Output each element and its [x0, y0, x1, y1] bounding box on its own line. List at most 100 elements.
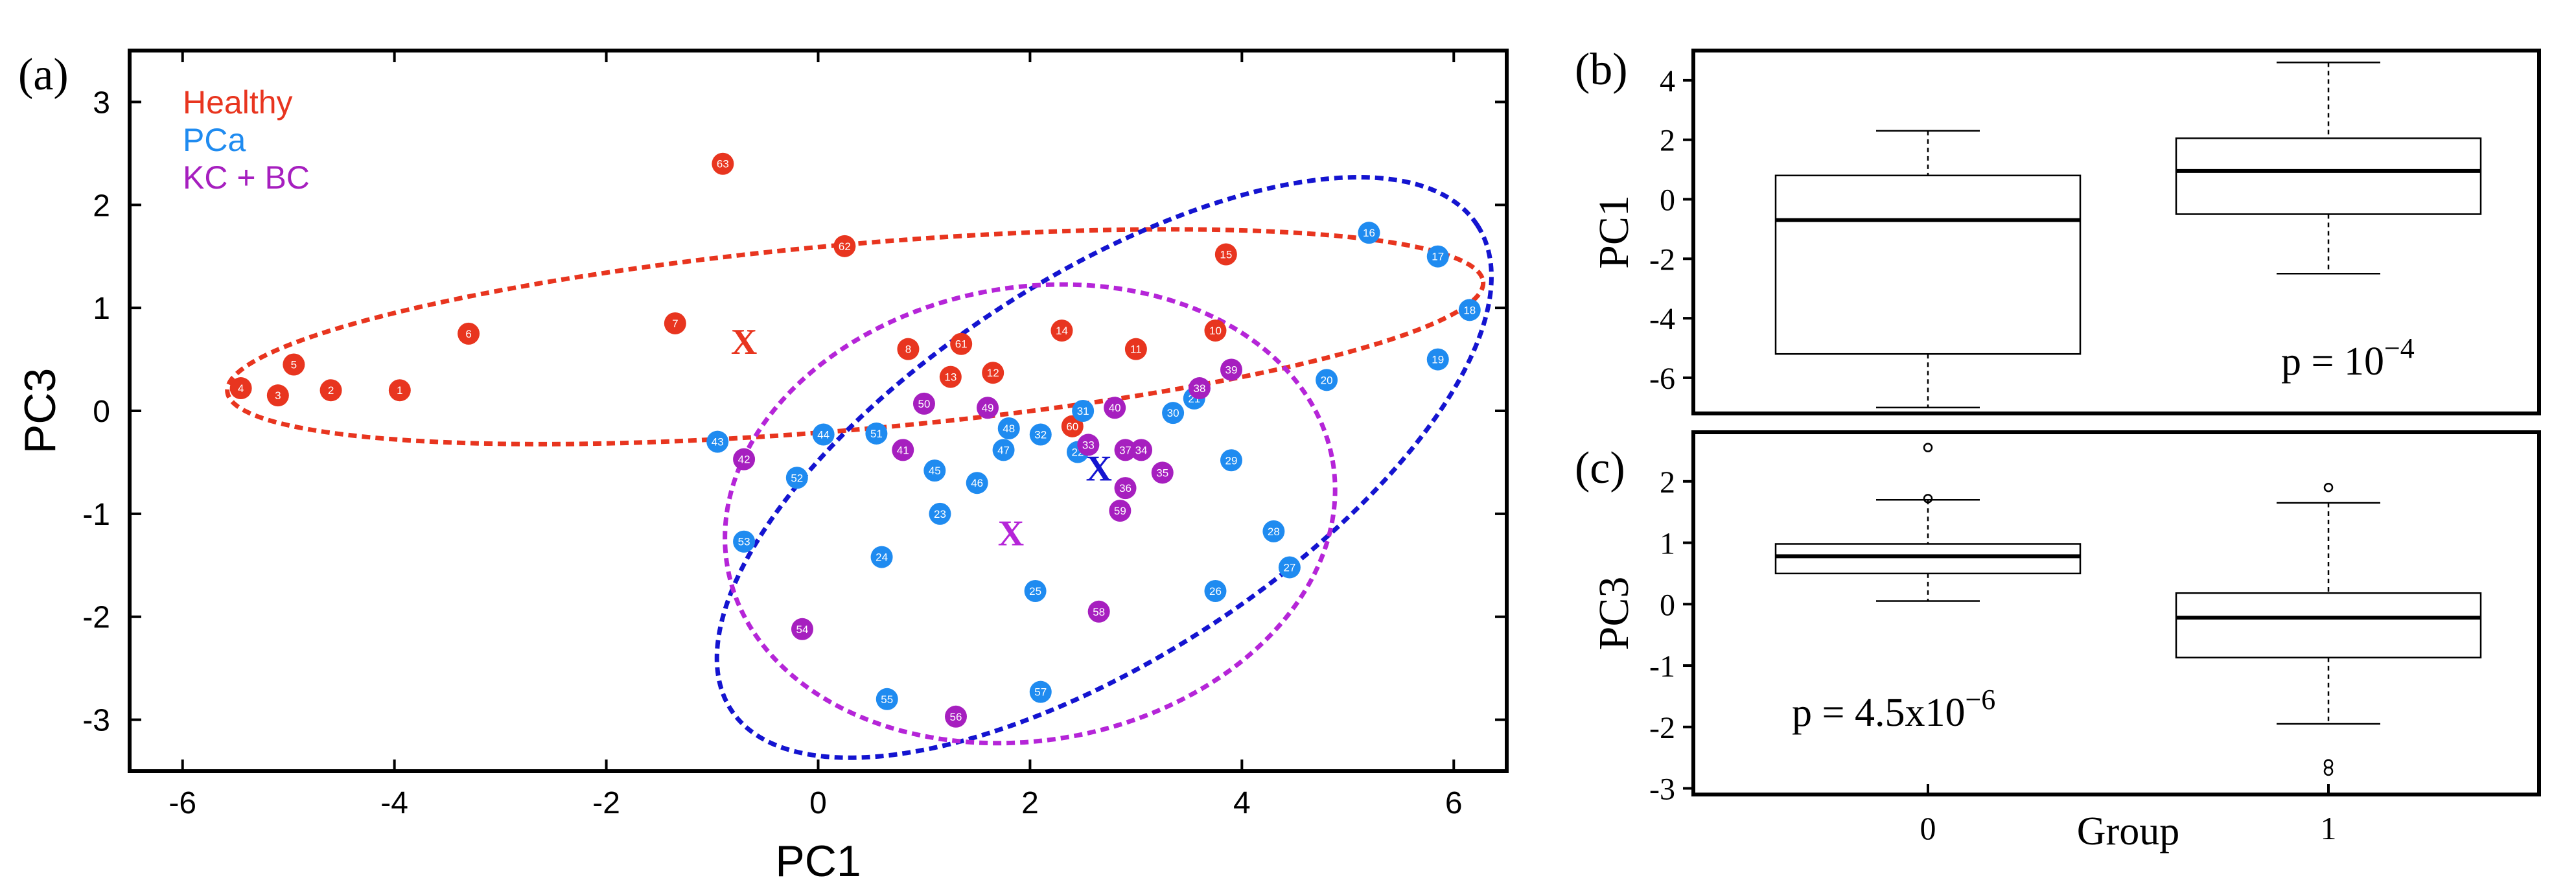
point-marker [1278, 556, 1301, 579]
point-marker [712, 152, 734, 175]
iqr-box [2175, 137, 2482, 215]
point-pca: 51 [865, 422, 888, 445]
outlier-point [1923, 443, 1933, 452]
point-id-label: 37 [1119, 444, 1131, 456]
panel-b-frame [1691, 49, 2541, 415]
point-pca: 27 [1278, 556, 1301, 579]
point-id-label: 26 [1209, 585, 1222, 597]
point-marker [1151, 461, 1174, 484]
point-healthy: 13 [939, 365, 962, 388]
point-pca: 20 [1316, 369, 1338, 391]
point-id-label: 50 [918, 398, 931, 410]
y-tick-label: 2 [93, 189, 110, 223]
point-pca: 57 [1029, 680, 1052, 703]
point-id-label: 57 [1034, 686, 1047, 699]
point-healthy: 1 [388, 379, 411, 402]
p-value-annotation: p = 10−4 [2281, 332, 2415, 384]
point-marker [1204, 580, 1227, 602]
point-marker [997, 417, 1020, 440]
point-id-label: 32 [1034, 429, 1047, 441]
y-tick-label: 1 [1660, 527, 1675, 561]
iqr-box [1774, 543, 2082, 575]
point-id-label: 12 [987, 367, 999, 379]
point-healthy: 60 [1061, 415, 1084, 437]
point-marker [388, 379, 411, 402]
point-healthy: 5 [283, 353, 305, 376]
point-kc-bc: 38 [1188, 377, 1211, 400]
point-marker [1220, 449, 1242, 472]
point-marker [876, 688, 898, 710]
x-tick-label: -2 [592, 786, 620, 820]
point-id-label: 30 [1167, 407, 1179, 419]
point-marker [865, 422, 888, 445]
point-id-label: 29 [1225, 454, 1238, 467]
point-marker [1077, 434, 1100, 456]
point-id-label: 31 [1077, 405, 1089, 417]
point-marker [319, 379, 342, 402]
point-id-label: 36 [1119, 482, 1131, 494]
point-id-label: 25 [1029, 585, 1041, 597]
point-marker [229, 377, 252, 400]
point-marker [1188, 377, 1211, 400]
point-id-label: 58 [1093, 606, 1105, 618]
point-id-label: 11 [1130, 343, 1142, 356]
point-healthy: 7 [664, 312, 686, 334]
point-id-label: 54 [796, 623, 809, 636]
point-pca: 19 [1426, 348, 1449, 371]
legend-healthy: Healthy [183, 84, 293, 121]
point-marker [992, 439, 1015, 461]
point-marker [458, 322, 480, 345]
point-marker [664, 312, 686, 334]
point-marker [1114, 477, 1137, 500]
point-marker [283, 353, 305, 376]
point-marker [1087, 600, 1110, 623]
point-id-label: 5 [291, 359, 297, 371]
point-id-label: 16 [1363, 227, 1375, 239]
point-marker [892, 439, 914, 461]
point-pca: 24 [870, 546, 893, 568]
point-marker [1061, 415, 1084, 437]
point-healthy: 4 [229, 377, 252, 400]
iqr-box [1774, 174, 2082, 355]
point-marker [1204, 319, 1227, 342]
point-healthy: 3 [266, 384, 289, 407]
y-tick-label: 1 [93, 292, 110, 326]
point-marker [1050, 319, 1073, 342]
point-marker [1214, 243, 1237, 266]
point-id-label: 3 [275, 389, 281, 402]
point-id-label: 45 [929, 465, 941, 477]
y-tick-label: 4 [1660, 64, 1675, 99]
point-kc-bc: 42 [733, 448, 756, 470]
panel-c-frame [1691, 430, 2541, 796]
y-tick-label: -2 [1649, 242, 1675, 277]
ellipse-healthy [225, 227, 1486, 446]
point-marker [923, 459, 946, 482]
point-id-label: 4 [238, 382, 244, 395]
point-id-label: 18 [1463, 304, 1476, 316]
point-id-label: 19 [1432, 354, 1444, 366]
point-marker [1358, 222, 1380, 244]
point-marker [1029, 423, 1052, 446]
point-pca: 45 [923, 459, 946, 482]
point-pca: 29 [1220, 449, 1242, 472]
point-marker [1426, 245, 1449, 268]
y-tick-label: -6 [1649, 362, 1675, 396]
point-pca: 30 [1162, 402, 1185, 424]
point-marker [1316, 369, 1338, 391]
point-marker [1130, 439, 1153, 461]
point-marker [1029, 680, 1052, 703]
point-pca: 31 [1072, 400, 1095, 422]
point-kc-bc: 33 [1077, 434, 1100, 456]
point-id-label: 27 [1283, 561, 1295, 574]
point-id-label: 34 [1135, 444, 1148, 456]
panel-b-label: (b) [1575, 45, 1628, 95]
point-healthy: 15 [1214, 243, 1237, 266]
point-marker [1024, 580, 1047, 602]
point-id-label: 20 [1321, 374, 1333, 386]
legend-pca: PCa [183, 122, 246, 158]
box-group-0 [1774, 130, 2082, 409]
centroid-healthy: X [731, 322, 757, 362]
point-kc-bc: 56 [945, 705, 967, 728]
point-marker [1220, 358, 1242, 381]
point-marker [1162, 402, 1185, 424]
